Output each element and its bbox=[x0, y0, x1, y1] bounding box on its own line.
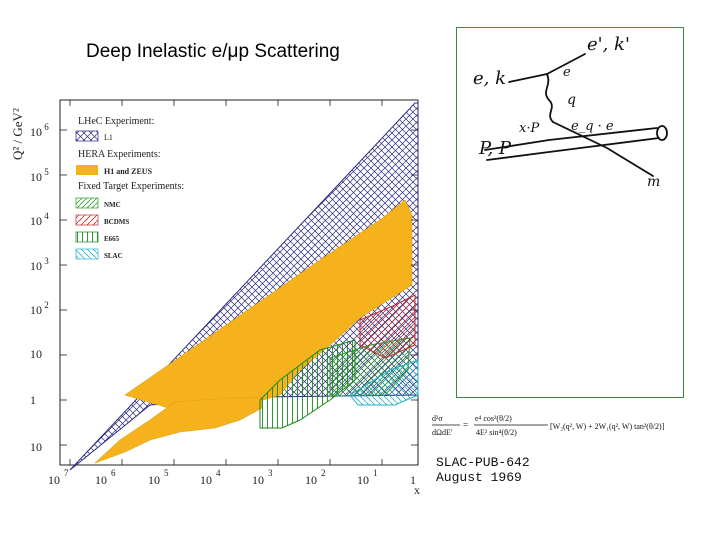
x-tick-exponent: 2 bbox=[321, 468, 326, 478]
x-tick-exponent: 7 bbox=[64, 468, 69, 478]
formula-lhs-numerator: d²σ bbox=[432, 414, 443, 423]
x-tick-exponent: 4 bbox=[216, 468, 221, 478]
x-tick-exponent: 6 bbox=[111, 468, 116, 478]
y-tick-labels: 10 6 10 5 10 4 10 3 10 2 10 1 10 bbox=[30, 122, 49, 454]
x-tick-labels: 10 7 10 6 10 5 10 4 10 3 10 2 10 1 1 bbox=[48, 468, 416, 487]
x-tick-label: 10 bbox=[305, 473, 317, 487]
y-tick-label: 10 5 bbox=[30, 167, 49, 184]
cross-section-formula: d²σ dΩdE' = e⁴ cos²(θ/2) 4E² sin⁴(θ/2) [… bbox=[432, 414, 665, 437]
proton-line-bottom bbox=[486, 137, 660, 161]
formula-bracket: [W₂(q², W) + 2W₁(q², W) tan²(θ/2)] bbox=[550, 422, 665, 431]
x-tick-label: 10 bbox=[200, 473, 212, 487]
legend-nmc: NMC bbox=[104, 201, 121, 209]
bcdms-region bbox=[359, 294, 416, 359]
label-electron: e bbox=[563, 65, 571, 80]
label-parton-momentum: x·P bbox=[519, 121, 539, 136]
publication-reference: SLAC-PUB-642 August 1969 bbox=[436, 455, 530, 485]
label-quark-charge: e_q · e bbox=[571, 119, 614, 134]
y-tick-label: 10 6 bbox=[30, 122, 49, 139]
page-title: Deep Inelastic e/μp Scattering bbox=[86, 41, 340, 62]
x-tick-label: 10 bbox=[252, 473, 264, 487]
legend-lhec-header: LHeC Experiment: bbox=[78, 116, 154, 127]
feynman-diagram-box: e, k e', k' e q e_q · e x·P P, P m bbox=[456, 27, 684, 398]
formula-coef-denominator: 4E² sin⁴(θ/2) bbox=[476, 428, 517, 437]
label-jet: m bbox=[647, 174, 660, 190]
proton-remnant bbox=[656, 125, 668, 141]
y-tick-label: 10 4 bbox=[30, 211, 49, 228]
y-tick-label: 1 bbox=[30, 393, 36, 407]
proton-line-top bbox=[484, 127, 658, 151]
photon-line bbox=[545, 73, 554, 123]
svg-text:=: = bbox=[463, 420, 468, 430]
x-tick-exponent: 5 bbox=[164, 468, 169, 478]
x-axis-label: x bbox=[414, 483, 420, 497]
y-axis-label: Q² / GeV² bbox=[10, 108, 25, 160]
outgoing-electron-line bbox=[546, 53, 586, 75]
x-tick-exponent: 1 bbox=[373, 468, 378, 478]
slac-region bbox=[349, 359, 419, 406]
legend-hera-header: HERA Experiments: bbox=[78, 149, 161, 160]
incoming-electron-line bbox=[508, 73, 548, 83]
legend-e665: E665 bbox=[104, 235, 120, 243]
publication-date: August 1969 bbox=[436, 470, 522, 485]
legend-bcdms: BCDMS bbox=[104, 218, 129, 226]
x-tick-exponent: 3 bbox=[268, 468, 273, 478]
legend-fixed-header: Fixed Target Experiments: bbox=[78, 181, 184, 192]
legend-slac: SLAC bbox=[104, 252, 123, 260]
kinematic-plane-plot: LHeC Experiment: L1 HERA Experiments: H1… bbox=[10, 99, 420, 497]
struck-quark-line bbox=[552, 121, 654, 177]
x-tick-label: 10 bbox=[148, 473, 160, 487]
label-incoming-electron: e, k bbox=[473, 68, 506, 89]
label-photon: q bbox=[567, 92, 576, 108]
y-tick-label: 10 bbox=[30, 347, 42, 361]
x-tick-label: 1 bbox=[410, 473, 416, 487]
label-outgoing-electron: e', k' bbox=[587, 34, 630, 55]
publication-id: SLAC-PUB-642 bbox=[436, 455, 530, 470]
e665-region bbox=[259, 339, 356, 429]
plot-legend: LHeC Experiment: L1 HERA Experiments: H1… bbox=[75, 116, 184, 260]
feynman-diagram: e, k e', k' e q e_q · e x·P P, P m bbox=[473, 34, 668, 190]
y-tick-label: 10 2 bbox=[30, 300, 49, 317]
y-tick-label: 10 bbox=[30, 440, 42, 454]
y-tick-label: 10 3 bbox=[30, 256, 49, 273]
x-tick-label: 10 bbox=[357, 473, 369, 487]
legend-lhec-l1: L1 bbox=[104, 133, 113, 142]
formula-coef-numerator: e⁴ cos²(θ/2) bbox=[475, 414, 512, 423]
x-tick-label: 10 bbox=[48, 473, 60, 487]
label-proton: P, P bbox=[478, 138, 512, 159]
formula-lhs-denominator: dΩdE' bbox=[432, 428, 453, 437]
legend-hera-entry: H1 and ZEUS bbox=[104, 167, 153, 176]
hera-low-region bbox=[94, 396, 263, 464]
x-tick-label: 10 bbox=[95, 473, 107, 487]
